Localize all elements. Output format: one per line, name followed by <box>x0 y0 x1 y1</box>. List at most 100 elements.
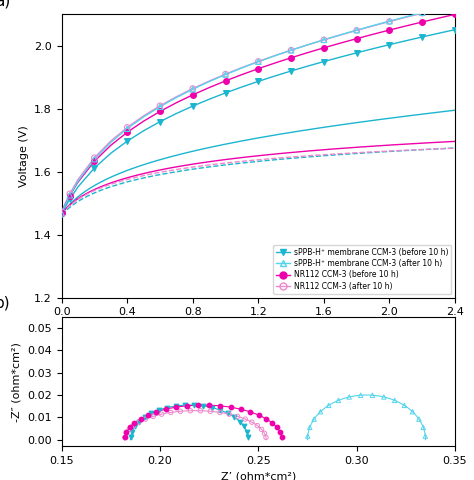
Point <box>189 91 197 99</box>
Point <box>156 108 164 115</box>
Point <box>207 408 214 415</box>
Point <box>181 401 189 409</box>
Point <box>409 408 416 416</box>
Point <box>451 1 459 9</box>
Point <box>243 428 251 435</box>
Text: b): b) <box>0 295 10 310</box>
Point <box>177 408 184 415</box>
Point <box>419 18 426 26</box>
Point <box>236 418 244 425</box>
Point <box>241 415 249 423</box>
Point <box>197 407 204 415</box>
Point <box>153 408 160 416</box>
Point <box>310 415 318 423</box>
Point <box>386 18 393 25</box>
Point <box>234 412 241 420</box>
Point <box>122 430 130 437</box>
Point <box>58 210 65 218</box>
Legend: sPPB-H⁺ membrane CCM-3 (before 10 h), sPPB-H⁺ membrane CCM-3 (after 10 h), NR112: sPPB-H⁺ membrane CCM-3 (before 10 h), sP… <box>273 245 451 294</box>
Point <box>217 406 224 414</box>
Point <box>248 419 255 426</box>
Point <box>255 58 262 66</box>
Point <box>222 89 229 97</box>
Point <box>227 403 234 411</box>
Point <box>419 33 426 41</box>
Point <box>172 403 180 411</box>
Point <box>419 9 426 16</box>
Point <box>268 419 276 427</box>
Point <box>189 102 197 110</box>
Point <box>369 391 376 399</box>
Point <box>66 195 73 203</box>
Point <box>123 137 131 145</box>
Point <box>126 425 133 433</box>
Y-axis label: -Z″ (ohm*cm²): -Z″ (ohm*cm²) <box>11 342 22 421</box>
Point <box>121 433 128 441</box>
Point <box>189 85 197 93</box>
Point <box>222 70 229 78</box>
Point <box>58 208 65 216</box>
Point <box>205 401 213 409</box>
Point <box>123 125 131 132</box>
Point <box>320 36 328 44</box>
Point <box>216 402 224 410</box>
Point <box>208 404 216 411</box>
Point <box>419 423 427 431</box>
Point <box>127 433 135 441</box>
Point <box>317 408 324 416</box>
Point <box>66 192 73 199</box>
Text: a): a) <box>0 0 10 9</box>
Point <box>131 422 139 430</box>
Point <box>123 123 131 131</box>
Point <box>224 409 232 417</box>
Point <box>66 192 73 199</box>
Point <box>131 419 138 427</box>
Y-axis label: Voltage (V): Voltage (V) <box>18 125 28 187</box>
Point <box>386 26 393 34</box>
Point <box>273 423 281 431</box>
Point <box>357 391 365 399</box>
Point <box>353 26 360 34</box>
Point <box>287 47 295 54</box>
Point <box>230 413 238 421</box>
Point <box>262 415 270 422</box>
Point <box>200 402 207 410</box>
Point <box>156 103 164 110</box>
Point <box>335 396 342 404</box>
Point <box>255 411 263 419</box>
Point <box>123 428 130 436</box>
Point <box>137 415 144 422</box>
Point <box>451 1 459 9</box>
Point <box>222 71 229 78</box>
Point <box>58 209 65 216</box>
Point <box>421 432 429 440</box>
Point <box>245 433 252 441</box>
Point <box>386 17 393 25</box>
Point <box>255 65 262 72</box>
Point <box>451 11 459 18</box>
Point <box>325 402 332 409</box>
Point <box>136 418 143 425</box>
Point <box>149 412 157 420</box>
Point <box>287 54 295 61</box>
Point <box>130 422 137 430</box>
Point <box>128 428 136 435</box>
Point <box>135 419 143 426</box>
Point <box>58 209 65 217</box>
Point <box>142 415 149 423</box>
Point <box>123 129 131 136</box>
Point <box>419 9 426 17</box>
Point <box>240 422 248 430</box>
Point <box>183 402 191 410</box>
Point <box>255 77 262 85</box>
Point <box>91 154 98 161</box>
Point <box>172 402 180 410</box>
Point <box>66 190 73 198</box>
Point <box>262 433 270 441</box>
Point <box>346 393 353 401</box>
Point <box>121 433 128 441</box>
Point <box>225 410 233 418</box>
Point <box>163 404 171 411</box>
Point <box>141 413 148 421</box>
Point <box>189 85 197 93</box>
